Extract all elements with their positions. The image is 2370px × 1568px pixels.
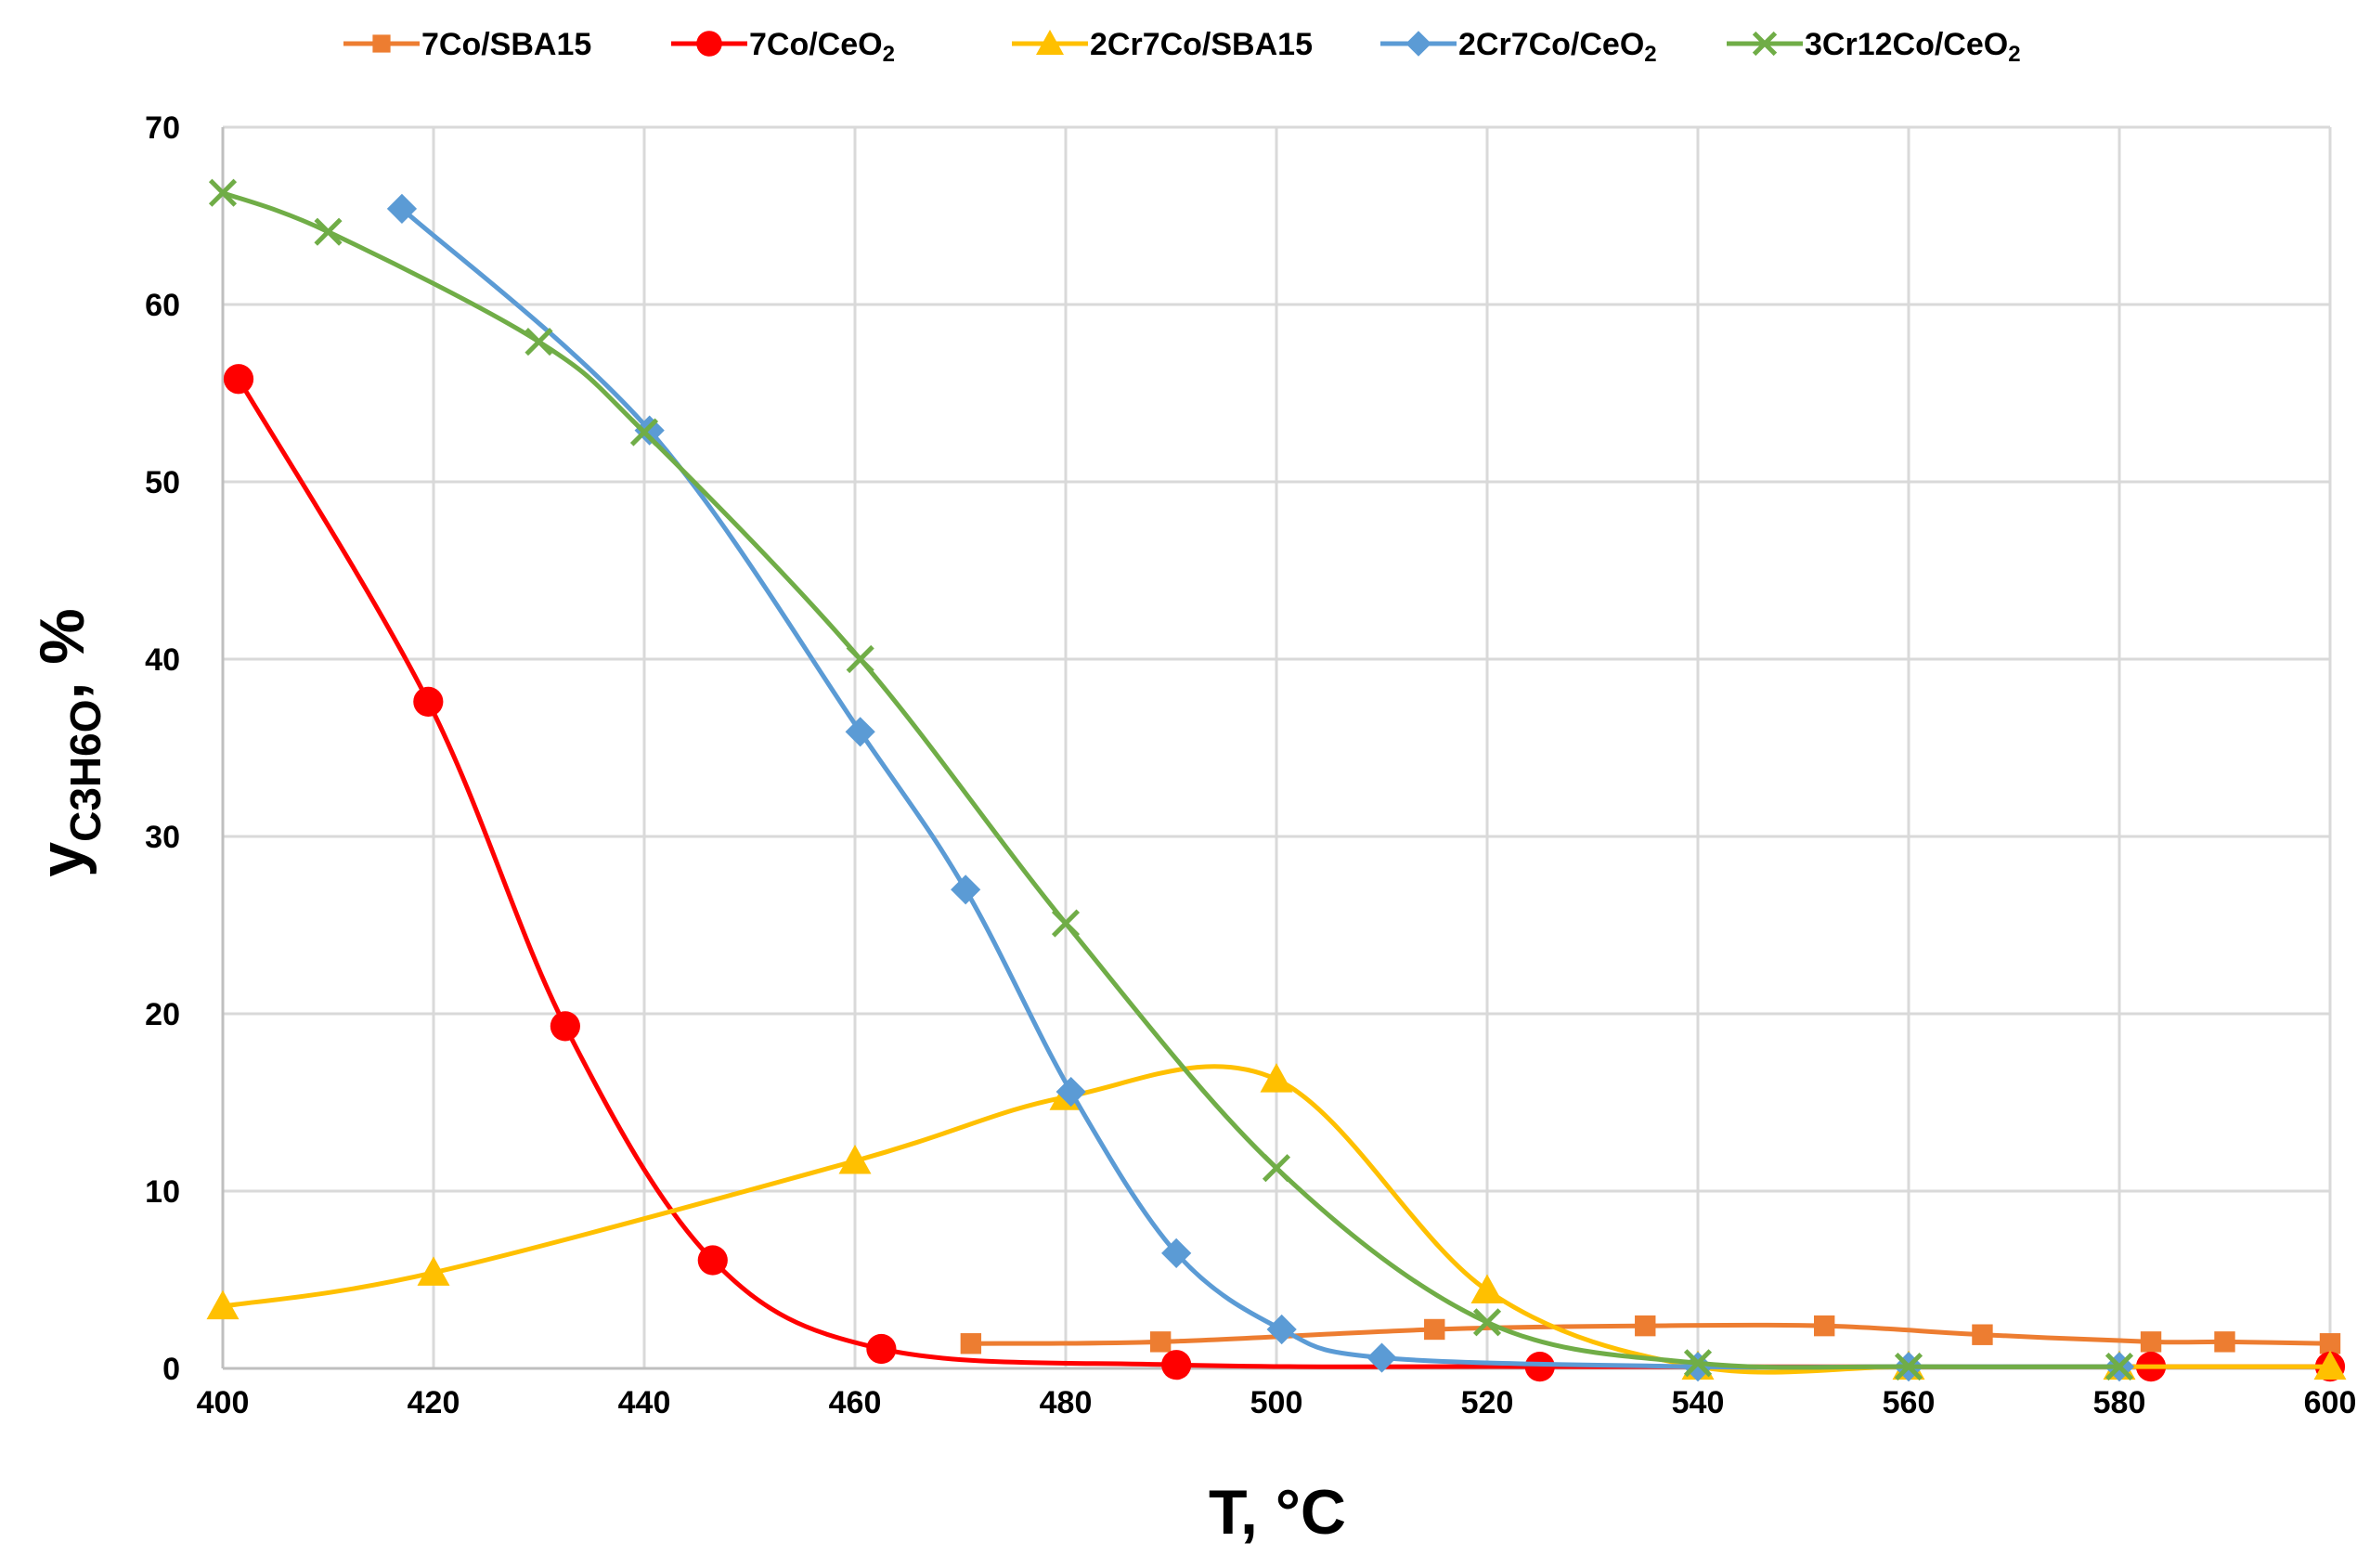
- x-tick-label: 460: [829, 1385, 882, 1420]
- data-point-2cr7co-sba15: [1260, 1063, 1293, 1093]
- y-tick-label: 70: [145, 110, 180, 146]
- legend-label-2cr7co-ceo2: 2Cr7Co/CeO2: [1458, 27, 1657, 67]
- data-point-3cr12co-ceo2: [1894, 1353, 1923, 1381]
- series-7co-sba15: [960, 1315, 2341, 1354]
- data-point-3cr12co-ceo2: [208, 178, 238, 207]
- x-tick-label: 580: [2093, 1385, 2146, 1420]
- legend-entry-3cr12co-ceo2: 3Cr12Co/CeO2: [1727, 27, 2021, 67]
- data-point-7co-ceo2: [413, 686, 444, 717]
- legend-marker-2cr7co-sba15: [1036, 30, 1064, 55]
- data-point-3cr12co-ceo2: [846, 644, 874, 674]
- legend-entry-2cr7co-ceo2: 2Cr7Co/CeO2: [1380, 27, 1657, 67]
- data-point-3cr12co-ceo2: [1051, 909, 1081, 938]
- data-point-3cr12co-ceo2: [1472, 1308, 1502, 1337]
- x-tick-label: 480: [1040, 1385, 1093, 1420]
- legend-entry-7co-ceo2: 7Co/CeO2: [671, 27, 895, 67]
- data-point-3cr12co-ceo2: [629, 418, 659, 447]
- data-point-2cr7co-ceo2: [845, 717, 875, 747]
- data-point-2cr7co-sba15: [417, 1256, 450, 1286]
- data-point-2cr7co-ceo2: [1055, 1076, 1086, 1108]
- x-tick-label: 600: [2304, 1385, 2357, 1420]
- data-point-2cr7co-sba15: [1470, 1274, 1504, 1303]
- data-point-7co-ceo2: [223, 364, 254, 395]
- data-point-7co-sba15: [1972, 1324, 1993, 1345]
- y-axis-title: yC3H6O, %: [27, 608, 110, 876]
- data-point-2cr7co-ceo2: [634, 415, 665, 446]
- legend-entry-2cr7co-sba15: 2Cr7Co/SBA15: [1012, 27, 1313, 62]
- data-point-3cr12co-ceo2: [1262, 1154, 1291, 1183]
- data-point-2cr7co-sba15: [2313, 1350, 2347, 1380]
- legend-label-base: 2Cr7Co/CeO: [1458, 27, 1644, 62]
- y-axis-title-subscript: C3H6O: [61, 700, 110, 842]
- legend-label-3cr12co-ceo2: 3Cr12Co/CeO2: [1805, 27, 2021, 67]
- series-7co-ceo2: [223, 364, 2346, 1382]
- y-tick-label: 0: [162, 1352, 180, 1387]
- x-tick-label: 420: [408, 1385, 460, 1420]
- legend-label-subscript: 2: [2008, 42, 2020, 67]
- x-tick-label: 540: [1672, 1385, 1725, 1420]
- series-line-7co-ceo2: [236, 377, 2330, 1369]
- x-tick-label: 400: [197, 1385, 250, 1420]
- data-point-2cr7co-ceo2: [1161, 1238, 1192, 1268]
- x-tick-label: 500: [1250, 1385, 1303, 1420]
- data-point-7co-ceo2: [1524, 1351, 1555, 1382]
- data-point-2cr7co-sba15: [838, 1145, 872, 1174]
- grid: [223, 125, 2332, 1368]
- data-point-2cr7co-ceo2: [1266, 1314, 1297, 1345]
- data-point-7co-sba15: [2140, 1331, 2162, 1353]
- legend-label-2cr7co-sba15: 2Cr7Co/SBA15: [1090, 27, 1313, 62]
- y-axis-title-unit: , %: [27, 608, 97, 699]
- legend: 7Co/SBA15 7Co/CeO2 2Cr7Co/SBA15 2Cr7Co/CeO2…: [343, 27, 2021, 67]
- x-axis-title: T, °C: [1209, 1477, 1346, 1548]
- data-point-2cr7co-ceo2: [1366, 1342, 1397, 1373]
- data-point-7co-ceo2: [550, 1011, 580, 1042]
- legend-label-subscript: 2: [1644, 42, 1656, 67]
- legend-label-base: 7Co/CeO: [749, 27, 883, 62]
- data-point-7co-sba15: [1635, 1315, 1656, 1337]
- data-point-2cr7co-ceo2: [1682, 1351, 1714, 1382]
- data-point-3cr12co-ceo2: [314, 217, 343, 246]
- legend-label-base: 2Cr7Co/SBA15: [1090, 27, 1313, 62]
- series-3cr12co-ceo2: [208, 178, 2134, 1381]
- data-point-7co-sba15: [2319, 1333, 2341, 1354]
- series-line-7co-sba15: [970, 1322, 2331, 1346]
- data-point-3cr12co-ceo2: [525, 328, 553, 356]
- x-tick-label: 520: [1461, 1385, 1514, 1420]
- legend-marker-7co-sba15: [372, 34, 391, 53]
- data-point-7co-sba15: [1149, 1331, 1172, 1353]
- legend-label-subscript: 2: [883, 42, 895, 67]
- y-tick-label: 10: [145, 1174, 180, 1210]
- legend-label-base: 3Cr12Co/CeO: [1805, 27, 2008, 62]
- data-point-7co-sba15: [1424, 1318, 1445, 1341]
- series-2cr7co-ceo2: [386, 193, 2135, 1382]
- data-point-2cr7co-ceo2: [951, 875, 981, 905]
- data-point-2cr7co-ceo2: [386, 193, 418, 224]
- x-tick-label: 560: [1883, 1385, 1936, 1420]
- data-point-7co-sba15: [1814, 1315, 1835, 1337]
- y-axis-title-main: y: [27, 842, 97, 877]
- data-point-3cr12co-ceo2: [2105, 1353, 2134, 1381]
- data-point-7co-ceo2: [1161, 1350, 1192, 1380]
- y-tick-label: 60: [145, 288, 180, 323]
- series-group: [206, 178, 2347, 1382]
- data-point-2cr7co-sba15: [206, 1289, 240, 1320]
- legend-label-base: 7Co/SBA15: [421, 27, 591, 62]
- data-point-3cr12co-ceo2: [1683, 1349, 1713, 1378]
- legend-entry-7co-sba15: 7Co/SBA15: [343, 27, 591, 62]
- y-tick-label: 30: [145, 820, 180, 855]
- legend-marker-3cr12co-ceo2: [1752, 31, 1778, 57]
- legend-marker-2cr7co-ceo2: [1405, 31, 1431, 57]
- legend-marker-7co-ceo2: [696, 31, 722, 57]
- y-tick-label: 50: [145, 465, 180, 500]
- data-point-7co-sba15: [960, 1333, 982, 1354]
- y-tick-label: 20: [145, 997, 180, 1032]
- data-point-7co-ceo2: [697, 1245, 728, 1276]
- y-tick-label: 40: [145, 642, 180, 678]
- legend-label-7co-sba15: 7Co/SBA15: [421, 27, 591, 62]
- legend-label-7co-ceo2: 7Co/CeO2: [749, 27, 895, 67]
- x-tick-label: 440: [618, 1385, 671, 1420]
- data-point-7co-sba15: [2214, 1331, 2235, 1353]
- data-point-7co-ceo2: [866, 1333, 897, 1365]
